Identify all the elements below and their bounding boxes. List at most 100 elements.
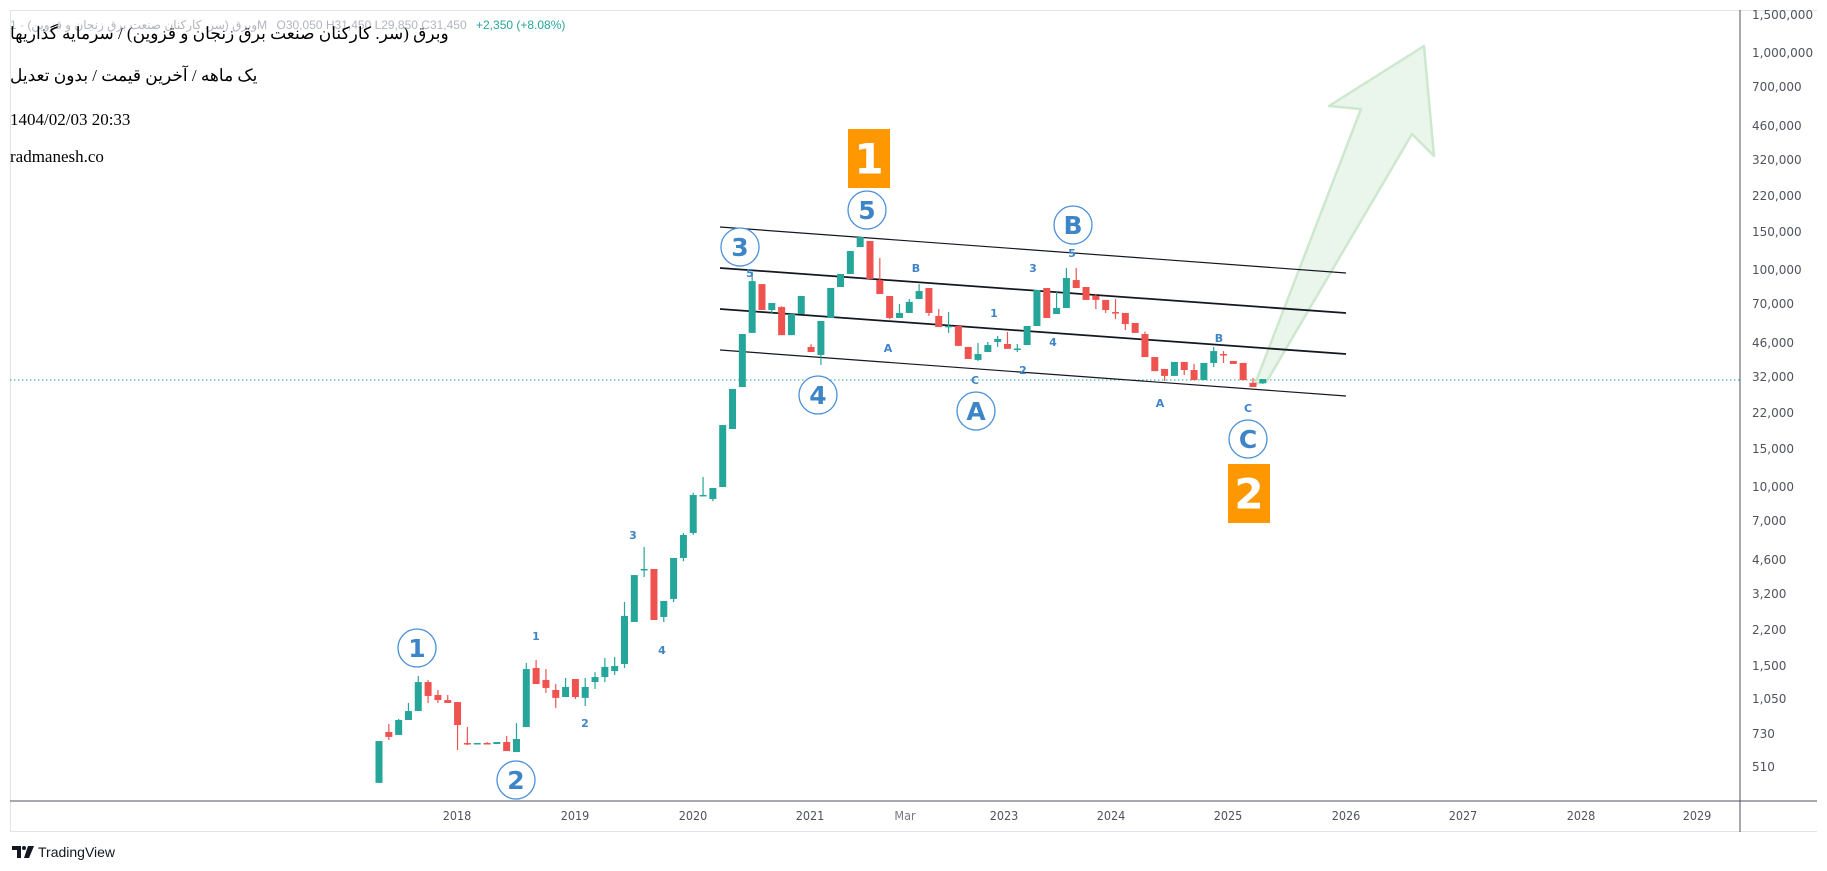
tradingview-logo-icon (12, 846, 34, 858)
tradingview-branding[interactable]: TradingView (12, 844, 115, 860)
price-tick-label: 10,000 (1752, 480, 1794, 494)
candle (385, 723, 393, 740)
minor-wave-label[interactable]: C (971, 374, 979, 387)
minor-wave-label[interactable]: B (1215, 332, 1223, 345)
candle (454, 702, 462, 750)
channel-line[interactable] (719, 226, 1347, 274)
channel-line[interactable] (719, 349, 1347, 397)
candle (1249, 377, 1257, 387)
candle (964, 346, 972, 359)
time-tick-label: Mar (894, 808, 916, 823)
candle (846, 251, 854, 274)
candle (1013, 344, 1021, 352)
time-tick-label: 2025 (1213, 808, 1243, 823)
candle (522, 663, 530, 728)
price-tick-label: 1,000,000 (1752, 46, 1814, 60)
candle (856, 237, 864, 248)
candle (925, 288, 933, 316)
major-wave-label[interactable]: 2 (496, 760, 536, 800)
major-wave-label[interactable]: 1 (397, 628, 437, 668)
candle (1259, 379, 1267, 384)
minor-wave-label[interactable]: 3 (629, 529, 637, 542)
candle (395, 718, 403, 735)
candle (552, 684, 560, 708)
time-tick-label: 2021 (795, 808, 825, 823)
candle (738, 334, 746, 387)
minor-wave-label[interactable]: 1 (990, 307, 998, 320)
minor-wave-label[interactable]: 3 (1029, 262, 1037, 275)
minor-wave-label[interactable]: A (884, 342, 893, 355)
price-tick-label: 510 (1752, 760, 1775, 775)
candle (503, 735, 511, 752)
candle (581, 677, 589, 707)
candle (768, 302, 776, 314)
major-wave-label[interactable]: 3 (720, 227, 760, 267)
time-tick-label: 2029 (1682, 808, 1712, 823)
price-tick-label: 2,200 (1752, 622, 1787, 637)
wave-degree-box[interactable]: 2 (1228, 464, 1270, 523)
projection-arrow[interactable] (1253, 44, 1436, 386)
candle (886, 295, 894, 320)
time-tick-label: 2027 (1448, 808, 1478, 823)
chart-subtitle: یک ماهه / آخرین قیمت / بدون تعدیل (10, 66, 258, 85)
time-tick-label: 2024 (1096, 808, 1126, 823)
wave-degree-box[interactable]: 1 (848, 129, 890, 188)
candle (1112, 299, 1119, 320)
major-wave-label[interactable]: B (1053, 205, 1093, 245)
trend-channel[interactable] (719, 226, 1347, 397)
chart-website: radmanesh.co (10, 147, 104, 166)
minor-wave-label[interactable]: 1 (532, 630, 540, 643)
svg-text:B: B (1063, 211, 1082, 240)
candle (493, 742, 501, 745)
major-wave-label[interactable]: C (1228, 419, 1268, 459)
price-tick-label: 32,000 (1752, 370, 1794, 385)
channel-line[interactable] (719, 308, 1347, 355)
time-tick-label: 2020 (678, 808, 708, 823)
minor-wave-label[interactable]: 2 (1019, 364, 1027, 377)
price-tick-label: 220,000 (1752, 188, 1802, 203)
arrow-up-icon[interactable] (1253, 44, 1436, 386)
legend-symbol: وبرق (سر. كاركنان صنعت برق زنجان و قزوين… (10, 18, 268, 32)
minor-wave-label[interactable]: 4 (658, 644, 666, 657)
candle (424, 679, 432, 703)
minor-wave-label[interactable]: 5 (746, 267, 754, 280)
candle (591, 672, 599, 689)
minor-wave-label[interactable]: 2 (581, 717, 589, 730)
candle (660, 600, 668, 622)
price-tick-label: 100,000 (1752, 263, 1802, 277)
legend-ohlc: O30,050 H31,450 L29,850 C31,450 (276, 18, 467, 32)
candle (778, 306, 786, 336)
candle (895, 304, 903, 318)
candle (473, 743, 481, 745)
minor-wave-label[interactable]: C (1244, 402, 1252, 415)
candle (1131, 322, 1139, 333)
major-wave-label[interactable]: 5 (847, 190, 887, 230)
candle (837, 273, 845, 287)
price-tick-label: 1,500,000 (1752, 7, 1814, 22)
candle (787, 313, 795, 336)
channel-line[interactable] (719, 267, 1347, 314)
major-wave-label[interactable]: A (956, 391, 996, 431)
minor-wave-label[interactable]: B (912, 262, 920, 275)
svg-text:4: 4 (809, 381, 826, 410)
candle (1190, 363, 1198, 381)
chart-title: وبرق (سر. کارکنان صنعت برق زنجان و قزوین… (10, 24, 449, 43)
candle (1161, 368, 1169, 381)
price-tick-label: 4,600 (1752, 553, 1787, 568)
major-wave-label[interactable]: 4 (798, 375, 838, 415)
minor-wave-label[interactable]: A (1156, 397, 1165, 410)
svg-text:1: 1 (408, 634, 425, 663)
elliott-wave-labels[interactable]: 1 2 1 2 3 4 5 A B C 1 2 3 4 5 A B C 1 2 3 4 5 A B C (397, 129, 1270, 800)
candle (679, 532, 687, 562)
price-tick-label: 70,000 (1752, 296, 1794, 311)
candle (827, 288, 835, 318)
minor-wave-label[interactable]: 5 (1068, 247, 1076, 260)
candle (1092, 294, 1100, 310)
price-tick-label: 460,000 (1752, 119, 1802, 134)
minor-wave-label[interactable]: 4 (1049, 336, 1057, 349)
candle (611, 656, 619, 675)
candle (621, 602, 628, 669)
price-tick-label: 22,000 (1752, 405, 1794, 420)
legend-change: +2,350 (+8.08%) (476, 18, 566, 32)
